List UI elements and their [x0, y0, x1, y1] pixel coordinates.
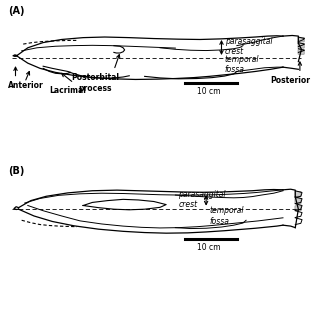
Text: (B): (B) [8, 165, 24, 176]
Text: Postorbital
process: Postorbital process [71, 73, 119, 93]
Text: 10 cm: 10 cm [197, 243, 220, 252]
FancyBboxPatch shape [298, 50, 304, 54]
FancyBboxPatch shape [295, 206, 301, 211]
FancyBboxPatch shape [298, 44, 304, 48]
Text: 10 cm: 10 cm [197, 87, 220, 96]
FancyBboxPatch shape [298, 37, 304, 42]
Text: parasaggital
crest: parasaggital crest [179, 190, 226, 209]
Text: parasaggital
crest: parasaggital crest [225, 36, 272, 56]
Text: Anterior: Anterior [8, 81, 44, 90]
FancyBboxPatch shape [295, 191, 301, 196]
Text: temporal
fossa: temporal fossa [209, 206, 244, 226]
Text: temporal
fossa: temporal fossa [225, 55, 259, 74]
Text: Lacrimal: Lacrimal [49, 85, 86, 95]
Text: Posterior: Posterior [271, 76, 311, 85]
FancyBboxPatch shape [295, 198, 301, 203]
Text: (A): (A) [8, 6, 24, 16]
